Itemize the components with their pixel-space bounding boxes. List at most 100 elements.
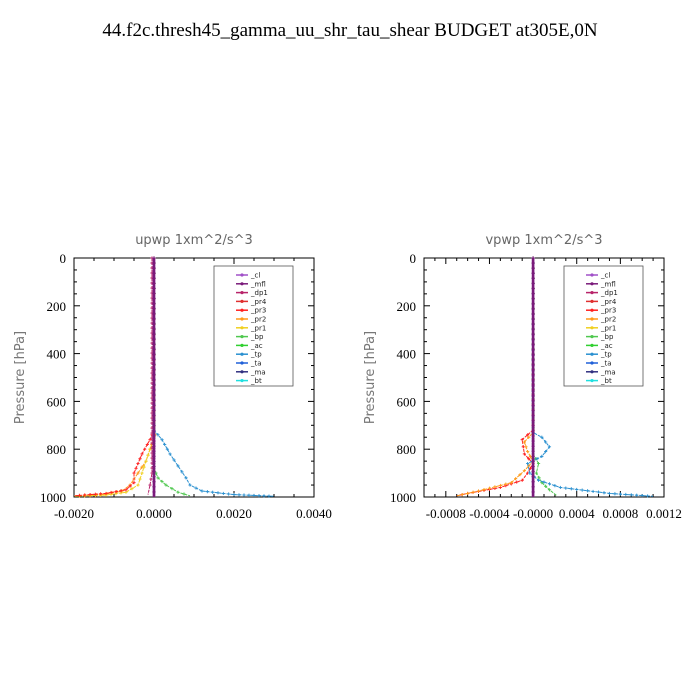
series-marker_pr3 <box>148 438 152 442</box>
series-marker_pr2 <box>460 493 464 497</box>
series-marker_tp <box>160 438 164 442</box>
series-marker_pr2 <box>498 483 502 488</box>
series-marker_mfl <box>531 429 535 433</box>
series-marker_mfl <box>531 469 535 474</box>
series-marker_pr3 <box>522 452 526 456</box>
series-marker_tp <box>564 486 568 490</box>
x-tick-label: -0.0008 <box>426 506 466 521</box>
series-marker_pr3 <box>138 457 142 461</box>
series-marker_mfl <box>531 444 535 448</box>
legend-marker_ma <box>240 370 244 374</box>
series-marker_mfl <box>531 408 535 413</box>
series-marker_tp <box>180 470 184 474</box>
legend-marker_pr1 <box>590 326 594 330</box>
series-line_bp <box>153 258 191 497</box>
series-marker_mfl <box>531 291 535 296</box>
series-marker_tp <box>535 457 539 461</box>
series-marker_pr2 <box>518 473 522 477</box>
legend-marker_ac <box>590 343 594 347</box>
series-marker_tp <box>547 445 552 449</box>
legend-label_tp: _tp <box>600 351 612 359</box>
series-marker_mfl <box>152 444 156 448</box>
series-marker_tp <box>262 494 266 498</box>
legend-label_pr1: _pr1 <box>250 324 266 332</box>
x-tick-label: -0.0004 <box>469 506 510 521</box>
series-marker_bp <box>156 476 160 480</box>
series-marker_bp <box>534 471 538 475</box>
x-tick-label: 0.0004 <box>559 506 595 521</box>
series-marker_mfl <box>531 327 535 331</box>
y-tick-label: 400 <box>47 347 67 362</box>
legend-marker_bp <box>240 335 244 339</box>
series-marker_pr3 <box>515 480 519 484</box>
series-marker_mfl <box>152 302 156 306</box>
series-marker_pr3 <box>526 433 530 437</box>
series-marker_tp <box>165 447 169 451</box>
series-marker_tp <box>591 489 595 494</box>
series-marker_pr2 <box>482 488 486 492</box>
legend-marker_ta <box>590 361 594 365</box>
legend-marker_bt <box>590 379 594 383</box>
series-marker_mfl <box>152 358 156 362</box>
series-marker_bp <box>544 484 548 488</box>
series-marker_pr3 <box>520 438 524 442</box>
series-marker_tp <box>221 491 225 496</box>
y-tick-label: 200 <box>397 299 417 314</box>
series-marker_mfl <box>531 424 535 428</box>
series-marker_mfl <box>152 271 156 275</box>
series-marker_mfl <box>531 286 535 291</box>
series-marker_tp <box>194 486 198 490</box>
series-marker_mfl <box>531 281 535 286</box>
series-marker_pr1 <box>140 471 144 475</box>
legend-marker_pr1 <box>240 326 244 330</box>
series-marker_tp <box>156 433 160 437</box>
series-marker_mfl <box>531 398 535 402</box>
series-marker_pr3 <box>528 466 532 470</box>
series-marker_tp <box>188 483 192 487</box>
series-marker_mfl <box>152 312 156 316</box>
series-marker_pr2 <box>466 491 470 496</box>
legend-marker_pr4 <box>590 299 594 303</box>
series-marker_mfl <box>531 332 535 336</box>
series-marker_mfl <box>531 353 535 357</box>
series-marker_mfl <box>152 353 156 357</box>
legend-label_pr3: _pr3 <box>250 307 266 315</box>
legend-label_pr4: _pr4 <box>600 298 617 306</box>
legend-marker_ta <box>240 361 244 365</box>
series-marker_mfl <box>152 281 156 286</box>
series-marker_tp <box>237 493 241 497</box>
series-marker_mfl <box>152 378 156 382</box>
series-marker_tp <box>544 440 548 444</box>
series-marker_mfl <box>152 286 156 291</box>
series-marker_bp <box>170 487 174 491</box>
series-marker_pr2 <box>524 445 528 449</box>
series-marker_mfl <box>152 388 156 392</box>
series-marker_pr3 <box>143 447 147 451</box>
series-marker_mfl <box>531 485 535 489</box>
series-marker_pr1 <box>144 459 148 463</box>
series-marker_mfl <box>531 480 535 484</box>
legend-label_pr2: _pr2 <box>250 316 266 324</box>
legend-label_ma: _ma <box>250 368 266 376</box>
series-marker_mfl <box>152 490 156 494</box>
series-marker_mfl <box>531 302 535 306</box>
series-marker_mfl <box>152 373 156 377</box>
legend-label_tp: _tp <box>250 351 262 359</box>
series-marker_mfl <box>531 403 535 408</box>
legend-label_mfl: _mfl <box>600 280 616 288</box>
series-marker_mfl <box>531 256 535 260</box>
x-tick-label: 0.0008 <box>602 506 638 521</box>
series-marker_tp <box>247 493 251 497</box>
series-marker_tp <box>216 491 220 495</box>
series-marker_pr3 <box>521 445 525 449</box>
y-tick-label: 1000 <box>40 490 66 505</box>
legend-label_ma: _ma <box>600 368 616 376</box>
series-marker_mfl <box>531 434 535 438</box>
series-marker_mfl <box>531 271 535 275</box>
series-marker_pr3 <box>132 471 136 475</box>
series-marker_dp1 <box>149 477 153 481</box>
series-marker_mfl <box>531 266 535 270</box>
legend-marker_pr2 <box>590 317 594 321</box>
series-marker_tp <box>607 491 612 496</box>
series-marker_tp <box>613 492 617 496</box>
